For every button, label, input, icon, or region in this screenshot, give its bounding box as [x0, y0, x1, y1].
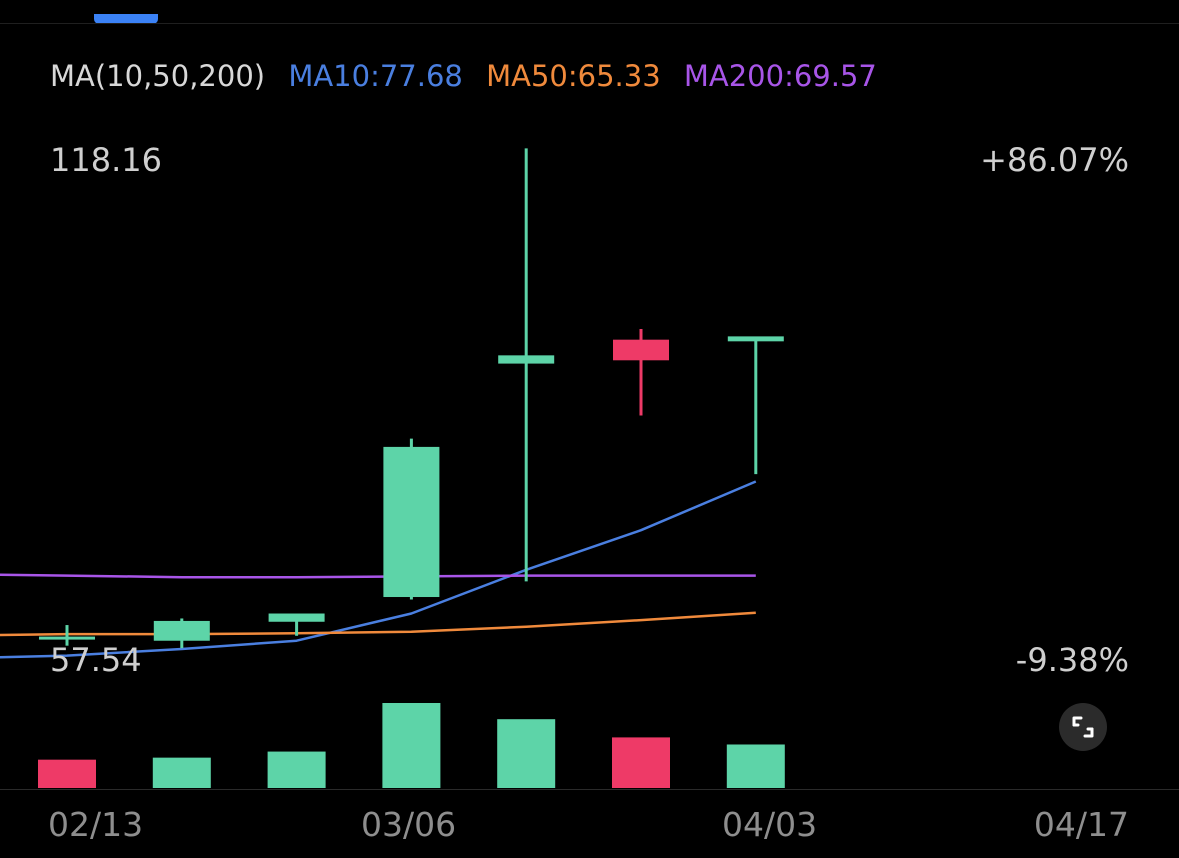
candle-body — [383, 446, 440, 598]
volume-bar — [726, 744, 785, 788]
candle-body — [727, 336, 784, 342]
date-label: 03/06 — [361, 805, 457, 844]
ma-legend-title: MA(10,50,200) — [50, 59, 266, 93]
volume-bar — [152, 757, 211, 788]
volume-bar — [612, 737, 670, 788]
ma-legend: MA(10,50,200) MA10:77.68 MA50:65.33 MA20… — [50, 56, 891, 96]
date-label: 04/17 — [1033, 805, 1129, 844]
ma50-legend: MA50:65.33 — [486, 59, 661, 93]
ma10-line — [0, 480, 757, 659]
price-low-label: 57.54 — [50, 641, 142, 679]
ma10-legend: MA10:77.68 — [288, 59, 463, 93]
active-tab-indicator — [94, 14, 158, 24]
top-divider — [0, 23, 1179, 24]
ma200-legend: MA200:69.57 — [683, 59, 877, 93]
candle-body — [153, 620, 210, 641]
x-axis-divider — [0, 789, 1179, 790]
volume-bar — [382, 703, 441, 788]
percent-high-label: +86.07% — [980, 141, 1129, 179]
candlestick-chart — [0, 148, 785, 788]
percent-low-label: -9.38% — [1015, 641, 1129, 679]
volume-bar — [267, 751, 326, 788]
date-label: 02/13 — [48, 805, 144, 844]
fullscreen-button[interactable] — [1059, 703, 1107, 751]
ma50-line — [0, 611, 756, 637]
ma200-line — [0, 573, 756, 579]
candle-body — [268, 613, 325, 622]
candle-body — [613, 339, 669, 361]
candle-body — [39, 636, 95, 640]
date-label: 04/03 — [722, 805, 818, 844]
expand-icon — [1070, 714, 1096, 740]
candle-body — [498, 355, 555, 364]
volume-bar — [38, 759, 96, 788]
volume-bar — [497, 719, 556, 788]
price-high-label: 118.16 — [50, 141, 162, 179]
